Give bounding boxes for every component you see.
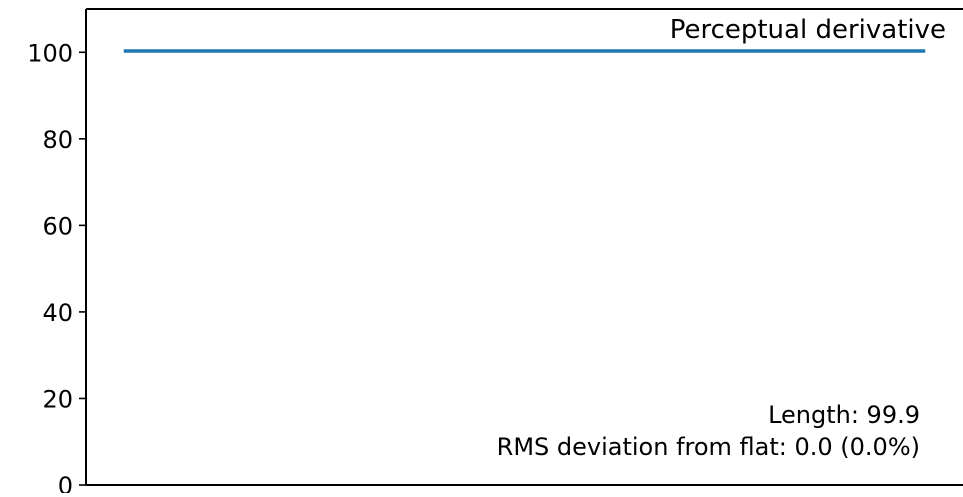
y-tick-label: 80 <box>42 126 73 154</box>
annotation-rms-deviation: RMS deviation from flat: 0.0 (0.0%) <box>497 433 920 461</box>
y-tick-label: 100 <box>27 39 73 67</box>
y-tick-label: 60 <box>42 212 73 240</box>
y-tick-label: 0 <box>58 472 73 493</box>
axes <box>85 8 963 486</box>
y-axis-ticks: 0 20 40 60 80 100 <box>27 39 86 497</box>
y-tick-label: 20 <box>42 385 73 413</box>
y-tick-label: 40 <box>42 299 73 327</box>
chart-title: Perceptual derivative <box>670 15 946 45</box>
annotation-length: Length: 99.9 <box>768 401 920 429</box>
